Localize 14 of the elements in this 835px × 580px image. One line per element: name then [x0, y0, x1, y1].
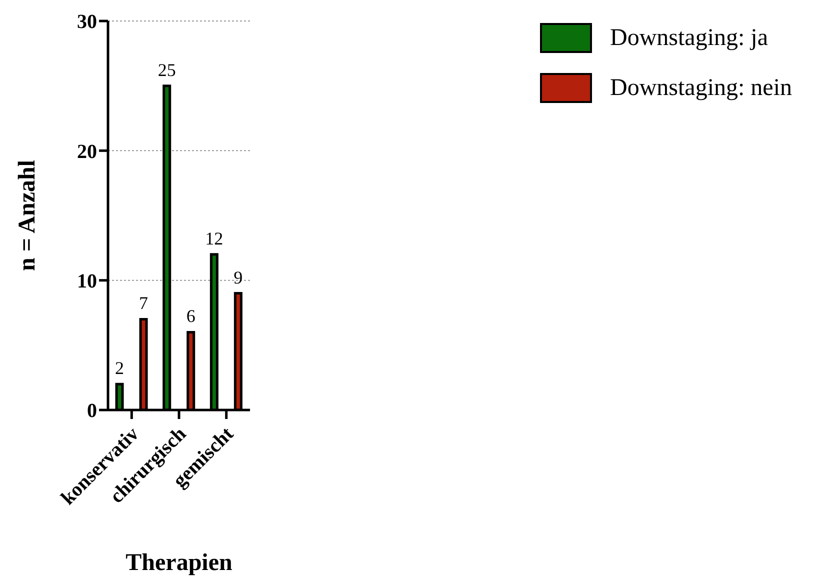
y-tick-label: 0 — [87, 400, 97, 422]
y-tick-label: 20 — [77, 140, 97, 163]
data-label: 12 — [205, 228, 224, 248]
data-label: 2 — [115, 358, 124, 378]
data-label: 9 — [234, 267, 243, 288]
y-axis-title: n = Anzahl — [14, 160, 41, 272]
y-tick-label: 30 — [77, 11, 97, 34]
y-tick-label: 10 — [77, 270, 97, 292]
legend-label: Downstaging: ja — [610, 24, 768, 52]
data-label: 7 — [139, 293, 148, 314]
data-label: 6 — [186, 306, 196, 326]
x-axis-title: Therapien — [126, 550, 232, 576]
legend-label: Downstaging: nein — [610, 74, 792, 102]
data-label: 25 — [158, 60, 176, 80]
